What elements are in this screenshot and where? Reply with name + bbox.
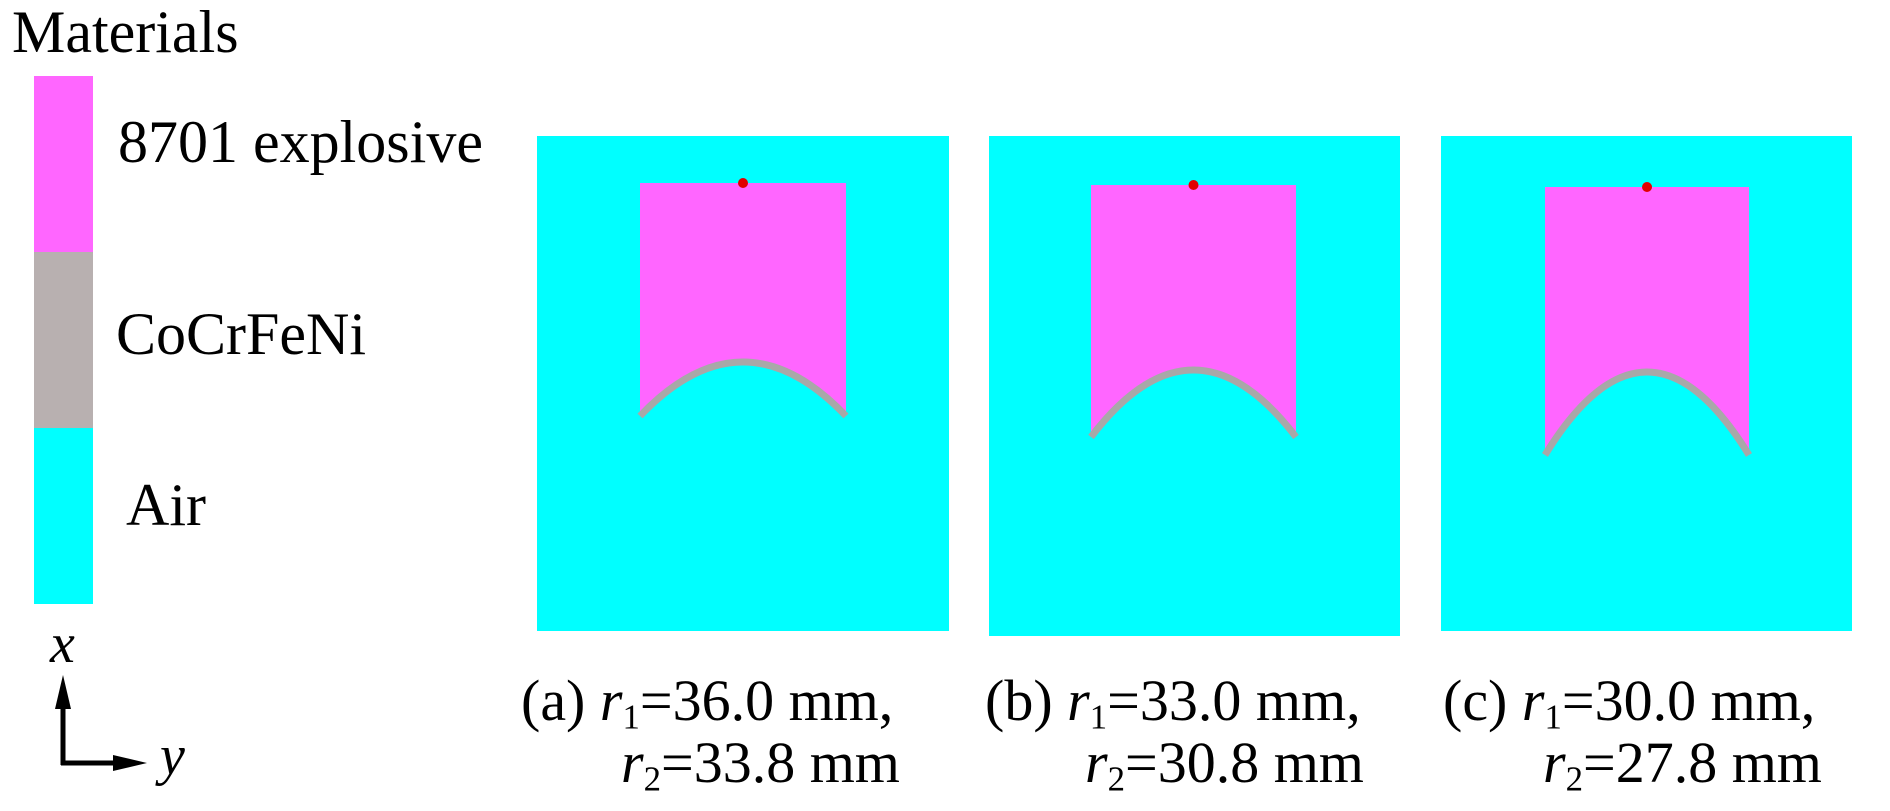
- r1-subscript: 1: [622, 697, 640, 737]
- legend-label-cocrfeni: CoCrFeNi: [116, 301, 367, 367]
- caption-tag: (b): [985, 668, 1053, 733]
- explosive-charge-2: [1545, 187, 1749, 455]
- legend-title: Materials: [12, 0, 239, 65]
- caption-b: (b) r1=33.0 mm,: [985, 672, 1361, 735]
- detonation-point-2: [1642, 182, 1652, 192]
- legend-label-explosive: 8701 explosive: [118, 109, 483, 175]
- r2-symbol: r: [1085, 730, 1108, 795]
- explosive-charge-1: [1091, 185, 1296, 437]
- r2-value: =30.8 mm: [1124, 730, 1364, 795]
- legend-swatch-air: [34, 428, 93, 604]
- r1-value: =36.0 mm,: [639, 668, 894, 733]
- axis-label-x: x: [50, 613, 75, 675]
- axis-label-y: y: [160, 725, 185, 787]
- caption-c: (c) r1=30.0 mm,: [1443, 672, 1815, 735]
- r1-subscript: 1: [1544, 697, 1562, 737]
- legend-swatch-explosive: [34, 76, 93, 252]
- caption-a-r2: r2=33.8 mm: [621, 734, 900, 797]
- cocrfeni-liner-2: [1542, 368, 1752, 457]
- caption-a: (a) r1=36.0 mm,: [521, 672, 893, 735]
- caption-tag: (a): [521, 668, 586, 733]
- r1-value: =33.0 mm,: [1107, 668, 1361, 733]
- r2-subscript: 2: [643, 759, 661, 799]
- r2-symbol: r: [1543, 730, 1566, 795]
- r1-symbol: r: [1067, 668, 1090, 733]
- detonation-point-0: [738, 178, 748, 188]
- legend-label-air: Air: [126, 472, 206, 538]
- axis-arrows-icon: [55, 675, 147, 771]
- r2-subscript: 2: [1565, 759, 1583, 799]
- r2-value: =27.8 mm: [1582, 730, 1822, 795]
- r1-subscript: 1: [1089, 697, 1108, 737]
- detonation-point-1: [1188, 180, 1199, 190]
- explosive-charge-0: [640, 183, 846, 416]
- caption-tag: (c): [1443, 668, 1508, 733]
- r2-value: =33.8 mm: [660, 730, 900, 795]
- r2-subscript: 2: [1107, 759, 1125, 799]
- r1-symbol: r: [1521, 668, 1545, 733]
- r2-symbol: r: [621, 730, 644, 795]
- caption-c-r2: r2=27.8 mm: [1543, 734, 1822, 797]
- r1-value: =30.0 mm,: [1561, 668, 1816, 733]
- caption-b-r2: r2=30.8 mm: [1085, 734, 1364, 797]
- cocrfeni-liner-0: [637, 358, 849, 419]
- legend-swatch-cocrfeni: [34, 252, 93, 428]
- r1-symbol: r: [599, 668, 623, 733]
- cocrfeni-liner-1: [1088, 366, 1299, 440]
